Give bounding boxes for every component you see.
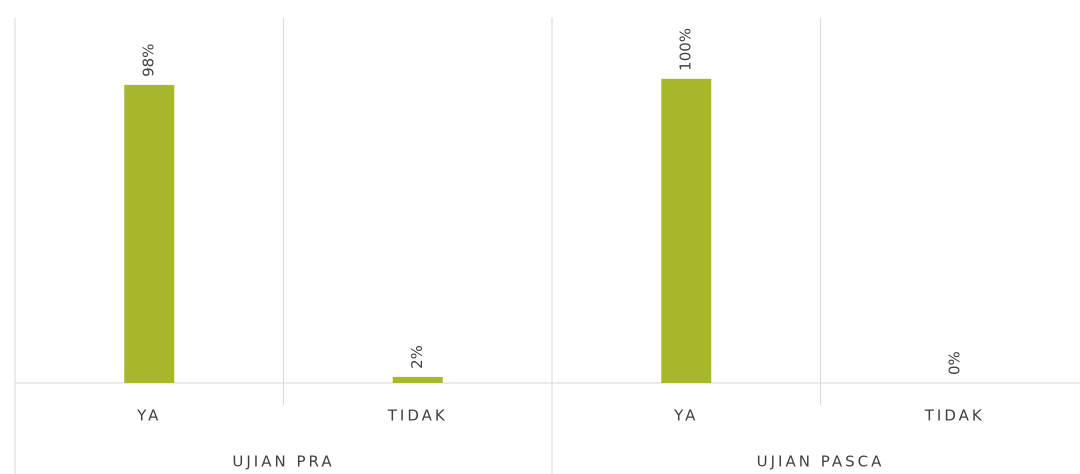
data-label: 0%: [945, 351, 963, 375]
group-label: UJIAN PRA: [232, 453, 334, 471]
data-label: 98%: [140, 44, 158, 77]
x-tick-label: TIDAK: [387, 407, 448, 425]
bar: [392, 376, 443, 383]
bar: [661, 78, 712, 383]
data-label: 100%: [677, 28, 695, 71]
data-label: 2%: [408, 345, 426, 369]
x-tick-label: YA: [136, 407, 161, 425]
group-label: UJIAN PASCA: [757, 453, 885, 471]
bar: [124, 84, 175, 384]
x-tick-label: TIDAK: [924, 407, 985, 425]
x-tick-label: YA: [673, 407, 698, 425]
